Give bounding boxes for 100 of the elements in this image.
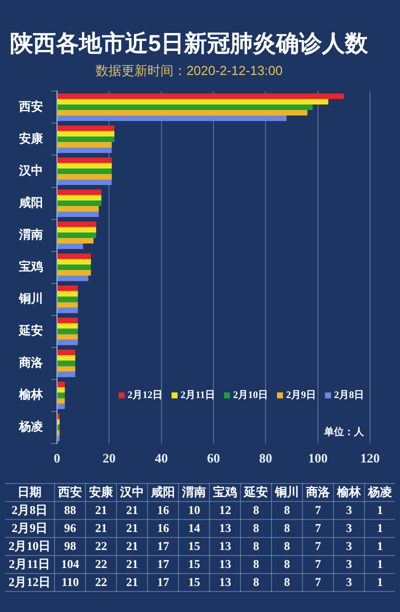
x-tick-label: 40 [154,450,168,466]
bar [58,270,91,276]
data-label: 22 [86,574,117,592]
data-label: 96 [54,520,86,538]
legend-label: 2月11日 [180,390,216,401]
data-label: 1 [364,556,395,574]
x-tick-label: 0 [54,450,60,466]
bar [58,286,78,292]
bar [58,360,76,366]
bar [58,244,84,250]
data-label: 17 [148,556,179,574]
x-tick-label: 铜川 [272,484,303,502]
data-label: 21 [116,520,148,538]
bar [58,110,308,116]
bar [58,142,112,148]
legend-label: 2月10日 [233,390,268,401]
bar [58,180,112,186]
bar [58,222,96,228]
bar [58,157,112,163]
bar [58,302,78,308]
bar [58,232,96,238]
data-label: 7 [302,502,334,520]
bar [58,212,99,218]
bar [58,206,99,212]
data-label: 21 [116,538,148,556]
data-label: 21 [86,502,117,520]
data-label: 13 [210,556,241,574]
bar [58,259,91,265]
bar [58,136,114,142]
bar [58,125,114,131]
bar [58,130,114,136]
y-tick-label: 安康 [19,132,44,146]
data-label: 1 [364,502,395,520]
x-tick-label: 80 [259,450,272,466]
data-label: 16 [148,502,179,520]
bar [58,387,65,393]
data-label: 8 [272,556,303,574]
bar [58,238,94,244]
bar [58,398,65,404]
x-tick-label: 渭南 [178,484,210,502]
annotation: 单位：人 [323,426,365,438]
data-label: 8 [272,520,303,538]
data-label: 3 [334,556,365,574]
bar [58,350,76,356]
x-tick-label: 安康 [86,484,117,502]
data-label: 22 [86,538,117,556]
x-tick-label: 咸阳 [148,484,179,502]
x-tick-label: 120 [360,450,380,466]
bar [58,168,112,174]
data-label: 17 [148,538,179,556]
data-label: 10 [178,502,210,520]
data-label: 21 [86,520,117,538]
bar [58,366,76,372]
bar [58,104,313,110]
bar [58,276,88,282]
x-tick-label: 100 [308,450,328,466]
y-tick-label: 渭南 [18,228,43,242]
data-label: 17 [148,574,179,592]
bar [58,162,112,168]
data-label: 8 [240,574,272,592]
y-tick-label: 榆林 [18,388,44,402]
chart-subtitle: 数据更新时间：2020-2-12-13:00 [95,62,283,78]
data-label: 3 [334,502,365,520]
bar [58,355,76,361]
x-tick-label: 60 [207,450,220,466]
data-label: 14 [178,520,210,538]
data-label: 8 [272,502,303,520]
data-label: 8 [240,502,272,520]
y-tick-label: 2月10日 [5,538,55,556]
bar [58,147,112,153]
bar [58,382,65,388]
bar [58,195,102,201]
y-tick-label: 2月11日 [5,556,55,574]
legend-label: 2月9日 [286,390,316,401]
data-label: 8 [240,520,272,538]
x-tick-label: 榆林 [334,484,365,502]
data-label: 21 [116,556,148,574]
data-label: 15 [178,574,210,592]
bar [58,115,287,121]
data-label: 1 [364,538,395,556]
bar [58,296,78,302]
x-tick-label: 杨凌 [364,484,395,502]
data-label: 13 [210,538,241,556]
data-label: 21 [116,574,148,592]
bar [58,254,91,260]
data-label: 8 [272,538,303,556]
legend-label: 2月12日 [128,390,163,401]
y-tick-label: 2月12日 [5,574,55,592]
y-tick-label: 延安 [18,324,43,338]
data-label: 104 [54,556,86,574]
y-tick-label: 西安 [18,100,43,114]
bar [58,404,65,410]
x-tick-label: 20 [102,450,116,466]
bar [58,93,344,99]
data-label: 7 [302,538,334,556]
bar [58,291,78,297]
data-label: 7 [302,520,334,538]
y-tick-label: 汉中 [18,164,43,178]
y-tick-label: 咸阳 [18,196,43,210]
data-label: 13 [210,520,241,538]
